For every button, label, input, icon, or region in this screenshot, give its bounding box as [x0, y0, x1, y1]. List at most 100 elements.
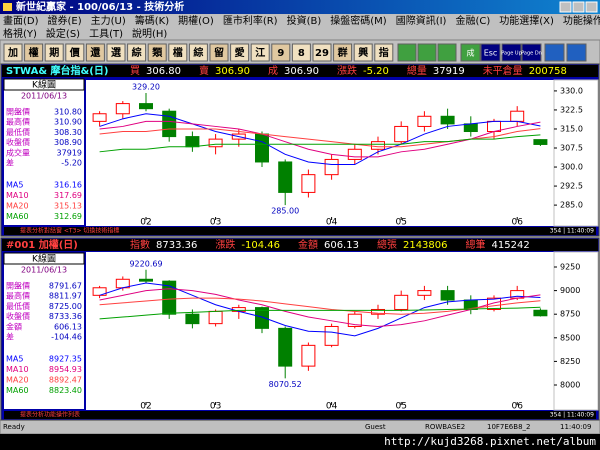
- menu-item[interactable]: 功能操作(F): [563, 14, 600, 27]
- menu-item[interactable]: 國際資訊(I): [396, 14, 447, 27]
- menu-item[interactable]: 匯市利率(R): [223, 14, 278, 27]
- header-value: 606.13: [324, 240, 359, 251]
- candle-body: [440, 115, 455, 125]
- info-title: K線圖: [32, 79, 56, 91]
- toolbar-button[interactable]: [168, 43, 188, 62]
- toolbar-button[interactable]: [521, 43, 542, 62]
- toolbar-icon[interactable]: [417, 43, 437, 62]
- toolbar-button[interactable]: [230, 43, 250, 62]
- menu-item[interactable]: 證券(E): [48, 14, 82, 27]
- legend-name: MA60: [6, 386, 29, 395]
- x-tick-label: 06: [511, 402, 523, 412]
- toolbar-button[interactable]: [333, 43, 353, 62]
- toolbar-icon[interactable]: [544, 43, 565, 62]
- menu-item[interactable]: 期權(O): [178, 14, 214, 27]
- y-tick-label: 8250: [560, 357, 580, 366]
- menu-item[interactable]: 操盤密碼(M): [330, 14, 387, 27]
- toolbar-icon[interactable]: [397, 43, 417, 62]
- menu-item[interactable]: 籌碼(K): [135, 14, 169, 27]
- y-tick-label: 8750: [560, 310, 580, 319]
- toolbar-label: 成: [467, 48, 475, 58]
- footer-hint: 提表分析功能操作列表: [20, 411, 80, 419]
- chart-header: [2, 239, 598, 251]
- candle-body: [487, 297, 501, 310]
- chart-footer: [4, 411, 596, 419]
- toolbar-button[interactable]: [480, 43, 501, 62]
- app-icon: [3, 3, 12, 11]
- header-value: -104.46: [241, 240, 280, 251]
- toolbar-label: 選: [111, 46, 121, 59]
- toolbar-button[interactable]: [353, 43, 373, 62]
- legend-name: MA60: [6, 212, 29, 221]
- menu-item[interactable]: 投資(B): [287, 14, 322, 27]
- candle-body: [347, 148, 362, 160]
- toolbar-button[interactable]: [312, 43, 332, 62]
- legend-value: 8823.40: [49, 386, 82, 395]
- menu-item[interactable]: 說明(H): [132, 27, 167, 40]
- header-value: 200758: [529, 66, 567, 77]
- toolbar-icon[interactable]: [566, 43, 587, 62]
- header-value: 415242: [492, 240, 530, 251]
- menu-item[interactable]: 格視(Y): [3, 27, 37, 40]
- toolbar-button[interactable]: [271, 43, 291, 62]
- y-tick-label: 315.0: [560, 124, 583, 133]
- toolbar-button[interactable]: [374, 43, 394, 62]
- candle-body: [324, 325, 339, 346]
- candle-body: [324, 158, 339, 176]
- extreme-label: 9220.69: [129, 259, 162, 268]
- toolbar-button[interactable]: [501, 43, 522, 62]
- menu-item[interactable]: 功能選擇(X): [499, 14, 554, 27]
- candle-body: [533, 309, 548, 317]
- toolbar-button[interactable]: [188, 43, 208, 62]
- legend-value: 8927.35: [49, 355, 82, 364]
- candle-body: [394, 294, 409, 310]
- toolbar-button[interactable]: [24, 43, 44, 62]
- menu-item[interactable]: 金融(C): [455, 14, 490, 27]
- candle-body: [301, 344, 316, 367]
- y-tick-label: 292.5: [560, 182, 583, 191]
- plot-area: [86, 252, 554, 410]
- header-value: 306.90: [215, 66, 250, 77]
- maximize-button[interactable]: [572, 1, 585, 13]
- toolbar-button[interactable]: [106, 43, 126, 62]
- toolbar-button[interactable]: [250, 43, 270, 62]
- toolbar-button[interactable]: [209, 43, 229, 62]
- toolbar-icon[interactable]: [437, 43, 457, 62]
- title-bar: [0, 0, 600, 14]
- minimize-button[interactable]: [559, 1, 572, 13]
- header-label: 未平倉量: [483, 64, 523, 77]
- candle-body: [347, 313, 362, 327]
- info-label: 開盤價: [6, 281, 30, 291]
- toolbar-button[interactable]: [3, 43, 23, 62]
- info-label: 最高價: [6, 117, 30, 127]
- menu-item[interactable]: 工具(T): [89, 28, 123, 40]
- menu-item[interactable]: 畫面(D): [3, 14, 39, 27]
- toolbar-label: Page Up: [501, 51, 522, 57]
- toolbar-button[interactable]: [85, 43, 105, 62]
- candle-body: [115, 103, 130, 115]
- menu-item[interactable]: 設定(S): [46, 27, 80, 40]
- toolbar-button[interactable]: [65, 43, 85, 62]
- y-tick-label: 9000: [560, 286, 580, 295]
- toolbar-label: 還: [90, 46, 101, 59]
- close-button[interactable]: [585, 1, 598, 13]
- toolbar-label: 8: [298, 48, 305, 59]
- toolbar-button[interactable]: [44, 43, 64, 62]
- info-label: 差: [6, 158, 14, 168]
- menu-item[interactable]: 主力(U): [91, 14, 126, 27]
- candle-body: [278, 327, 293, 367]
- toolbar-button[interactable]: [291, 43, 311, 62]
- candle-body: [208, 138, 223, 148]
- footer-time: 354 | 11:40:09: [550, 228, 594, 235]
- toolbar-button[interactable]: [460, 43, 481, 62]
- toolbar-button[interactable]: [147, 43, 167, 62]
- toolbar-label: 綜: [193, 46, 203, 59]
- toolbar-button[interactable]: [127, 43, 147, 62]
- x-tick-label: 04: [326, 218, 338, 228]
- status-text: ROWBASE2: [425, 423, 465, 431]
- candle-body: [371, 141, 385, 150]
- toolbar-label: 類: [151, 46, 163, 59]
- chart-footer: [4, 227, 596, 235]
